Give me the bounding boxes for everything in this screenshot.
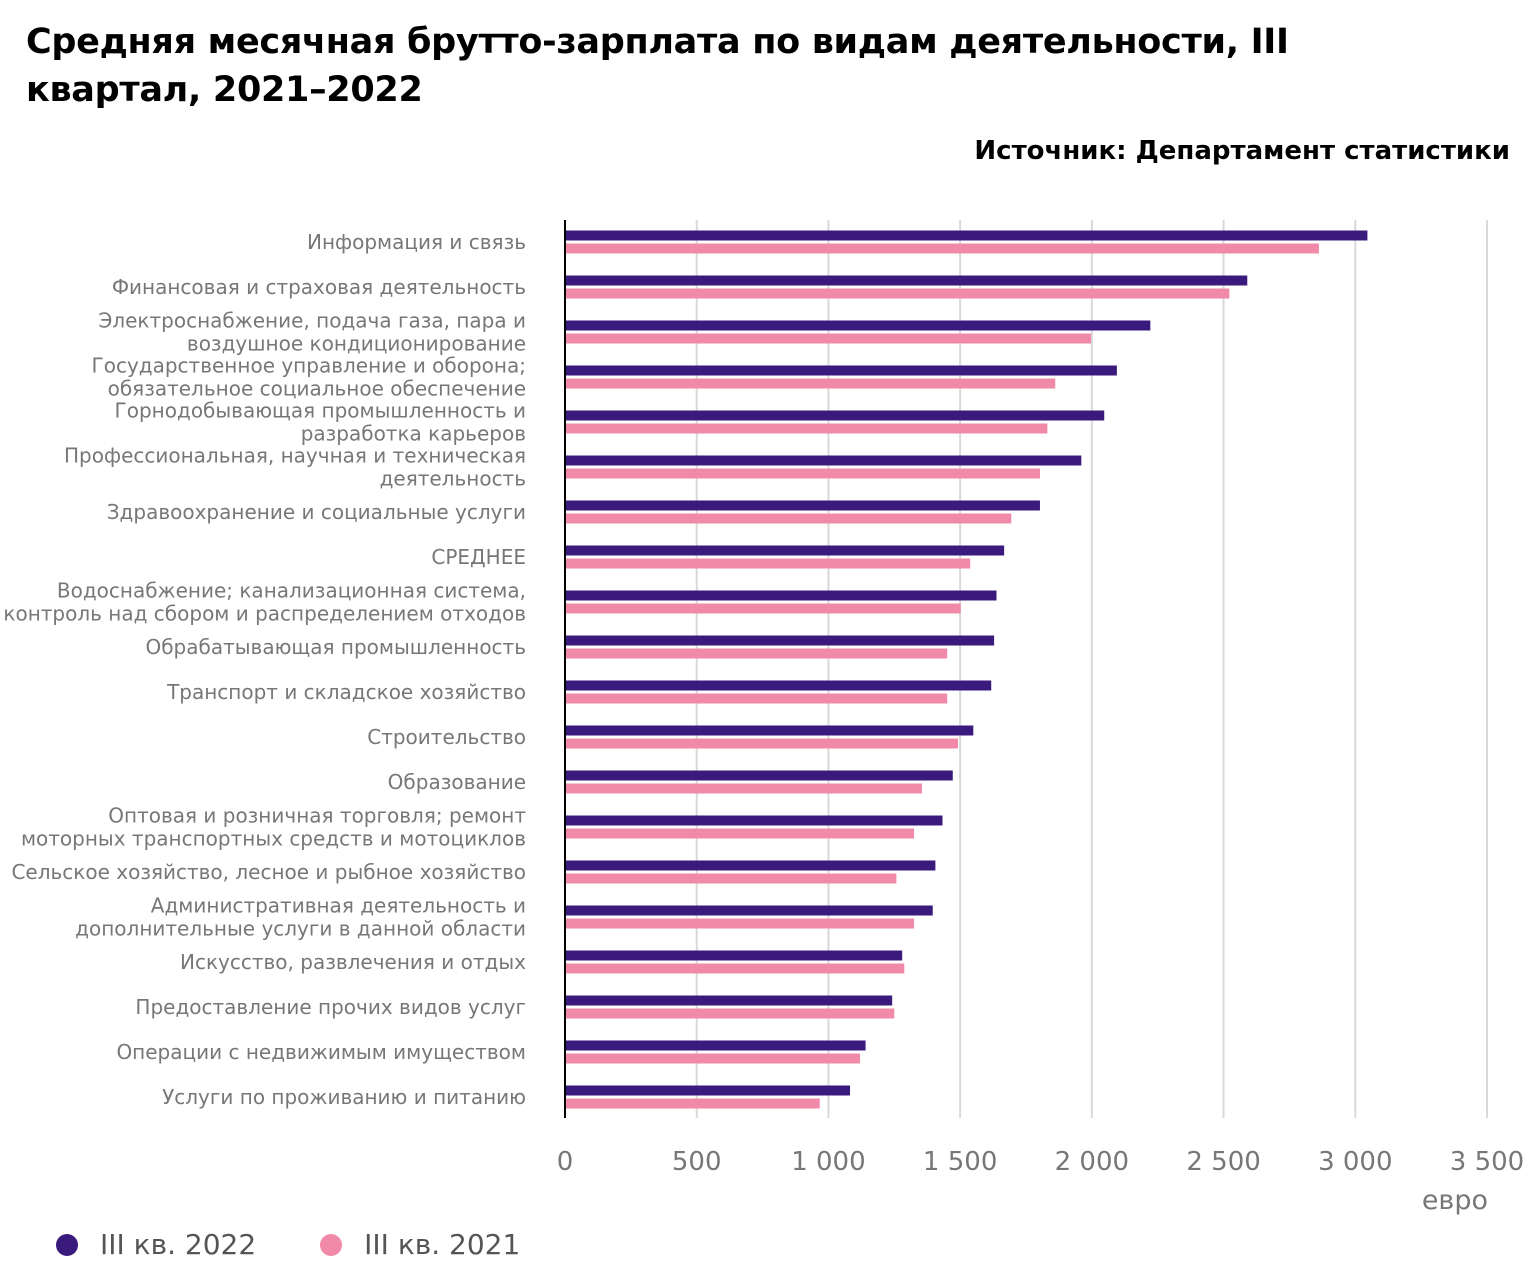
- bar-2022: [565, 770, 953, 781]
- gridlines: [695, 220, 1488, 1118]
- bar-2021: [565, 738, 959, 749]
- x-tick-label: 2 000: [1055, 1147, 1129, 1177]
- bar-2021: [565, 783, 922, 794]
- bar-2022: [565, 455, 1082, 466]
- category-label: Операции с недвижимым имуществом: [116, 1040, 526, 1064]
- bar-2022: [565, 275, 1248, 286]
- x-tick-label: 0: [557, 1147, 574, 1177]
- bar-2021: [565, 1053, 861, 1064]
- category-label: Электроснабжение, подача газа, пара и воз…: [98, 309, 526, 356]
- legend: III кв. 2022 III кв. 2021: [56, 1228, 520, 1261]
- legend-item-2022: III кв. 2022: [56, 1228, 256, 1261]
- category-label: Горнодобывающая промышленность и разработ…: [115, 399, 526, 446]
- bar-2022: [565, 1085, 851, 1096]
- bar-2021: [565, 1008, 895, 1019]
- category-label: Финансовая и страховая деятельность: [112, 275, 526, 299]
- bar-2021: [565, 873, 897, 884]
- category-label: Образование: [388, 770, 526, 794]
- x-tick-label: 2 500: [1186, 1147, 1260, 1177]
- category-label: Профессиональная, научная и техническая д…: [64, 444, 526, 491]
- bar-2022: [565, 230, 1368, 241]
- legend-label-2022: III кв. 2022: [100, 1228, 257, 1261]
- category-label: Оптовая и розничная торговля; ремонт мото…: [21, 804, 526, 851]
- bar-2022: [565, 635, 995, 646]
- legend-label-2021: III кв. 2021: [364, 1228, 521, 1261]
- category-label: Обрабатывающая промышленность: [145, 635, 526, 659]
- bar-2022: [565, 815, 943, 826]
- category-label: Административная деятельность и дополните…: [75, 894, 526, 941]
- bar-2021: [565, 243, 1319, 254]
- bar-2022: [565, 905, 933, 916]
- bar-2021: [565, 378, 1056, 389]
- bar-2021: [565, 603, 961, 614]
- x-tick-label: 500: [672, 1147, 722, 1177]
- x-tick-label: 3 000: [1318, 1147, 1392, 1177]
- category-label: Сельское хозяйство, лесное и рыбное хозя…: [11, 860, 526, 884]
- bar-2022: [565, 680, 992, 691]
- bar-2021: [565, 693, 948, 704]
- legend-swatch-2022: [56, 1233, 78, 1256]
- category-label: Строительство: [367, 725, 526, 749]
- bar-2022: [565, 545, 1005, 556]
- bar-2022: [565, 950, 903, 961]
- x-tick-label: 3 500: [1450, 1147, 1524, 1177]
- bar-2022: [565, 590, 997, 601]
- legend-item-2021: III кв. 2021: [320, 1228, 520, 1261]
- bar-2022: [565, 995, 893, 1006]
- bar-2022: [565, 1040, 866, 1051]
- category-label: Транспорт и складское хозяйство: [166, 680, 526, 704]
- chart-title: Средняя месячная брутто-зарплата по вида…: [26, 22, 1289, 110]
- bar-2022: [565, 410, 1105, 421]
- bar-2022: [565, 500, 1040, 511]
- bar-2022: [565, 320, 1151, 331]
- category-label: Информация и связь: [307, 230, 526, 254]
- legend-swatch-2021: [320, 1233, 343, 1256]
- bar-2022: [565, 725, 974, 736]
- category-label: Искусство, развлечения и отдых: [180, 950, 526, 974]
- bar-2022: [565, 860, 936, 871]
- category-label: Здравоохранение и социальные услуги: [107, 500, 526, 524]
- source-note: Источник: Департамент статистики: [974, 136, 1510, 166]
- category-label: СРЕДНЕЕ: [431, 545, 526, 569]
- bar-2021: [565, 513, 1012, 524]
- category-label: Водоснабжение; канализационная система, к…: [3, 579, 526, 626]
- category-label: Государственное управление и оборона; обя…: [92, 354, 526, 401]
- bar-2021: [565, 558, 971, 569]
- bar-2021: [565, 648, 948, 659]
- x-axis-unit-label: евро: [1422, 1185, 1488, 1216]
- bar-2021: [565, 828, 915, 839]
- x-tick-label: 1 500: [923, 1147, 997, 1177]
- bar-2021: [565, 1098, 820, 1109]
- bar-2021: [565, 333, 1092, 344]
- category-label: Предоставление прочих видов услуг: [135, 995, 526, 1019]
- bar-2021: [565, 963, 905, 974]
- bar-2021: [565, 288, 1230, 299]
- bars: [565, 230, 1368, 1109]
- x-axis-ticks: 0 500 1 000 1 500 2 000 2 500 3 000 3 500: [557, 1147, 1524, 1177]
- bar-2021: [565, 468, 1040, 479]
- category-labels: Информация и связь Финансовая и страховая…: [3, 230, 526, 1109]
- category-label: Услуги по проживанию и питанию: [162, 1085, 526, 1109]
- bar-2022: [565, 365, 1117, 376]
- bar-2021: [565, 423, 1048, 434]
- x-tick-label: 1 000: [791, 1147, 865, 1177]
- bar-2021: [565, 918, 915, 929]
